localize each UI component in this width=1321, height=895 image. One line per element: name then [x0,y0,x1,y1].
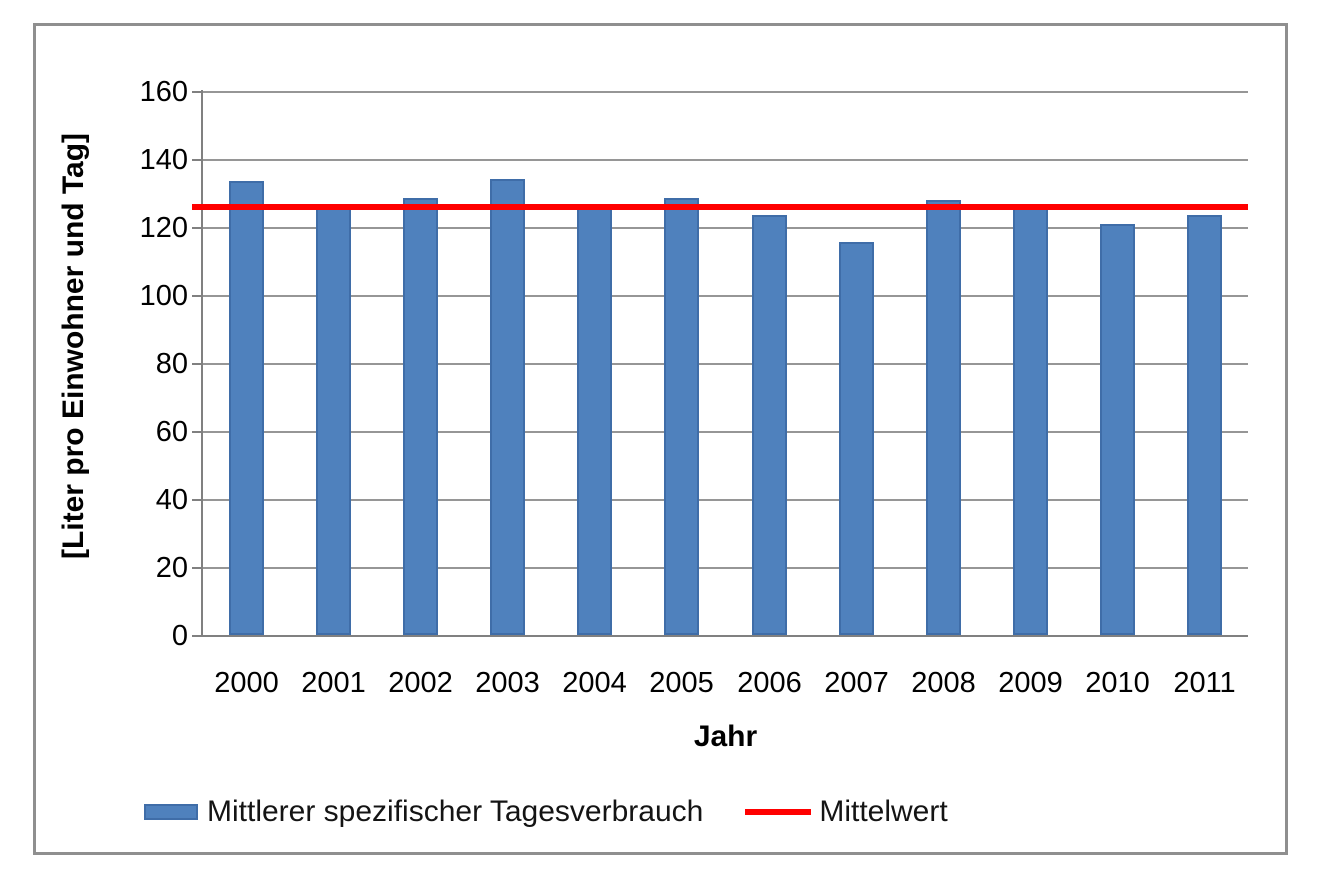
gridline [203,499,1248,501]
legend-line-label: Mittelwert [819,795,948,828]
bar-2007 [839,242,874,635]
y-axis-tick [192,91,201,93]
x-tick-label: 2005 [649,667,714,699]
y-axis-tick [192,431,201,433]
gridline [203,567,1248,569]
bar-2000 [229,181,264,635]
y-axis-tick [192,567,201,569]
x-axis-title: Jahr [693,720,758,753]
y-tick-label: 60 [155,416,188,448]
gridline [203,159,1248,161]
y-tick-label: 120 [139,212,188,244]
x-tick-label: 2003 [475,667,540,699]
gridline [203,431,1248,433]
x-tick-label: 2007 [824,667,889,699]
y-axis-tick [192,159,201,161]
x-tick-label: 2010 [1085,667,1150,699]
bar-2011 [1187,215,1222,635]
legend-bar-swatch-icon [144,804,198,820]
plot-area: 0 20 40 60 80 100 120 140 160 2000 2001 2002 2003 200… [36,26,1285,852]
gridline [203,227,1248,229]
bar-2010 [1100,224,1135,635]
x-tick-label: 2009 [998,667,1063,699]
y-tick-label: 20 [155,552,188,584]
y-axis-tick [192,635,201,637]
y-axis-tick [192,499,201,501]
gridline [203,363,1248,365]
bar-2001 [316,208,351,635]
y-tick-label: 140 [139,144,188,176]
y-axis-tick [192,227,201,229]
bar-2004 [577,208,612,635]
y-axis-tick [192,295,201,297]
y-tick-label: 80 [155,348,188,380]
x-tick-label: 2004 [562,667,627,699]
y-axis-line [201,90,203,637]
x-tick-label: 2006 [737,667,802,699]
y-axis-tick [192,363,201,365]
legend: Mittlerer spezifischer Tagesverbrauch Mi… [144,790,948,834]
bar-2009 [1013,208,1048,635]
y-tick-label: 40 [155,484,188,516]
bar-2006 [752,215,787,635]
y-tick-label: 0 [171,620,188,652]
legend-line-swatch-icon [745,809,812,815]
x-tick-label: 2008 [911,667,976,699]
bar-2002 [403,198,438,635]
x-tick-label: 2001 [301,667,366,699]
x-axis-line [201,635,1248,637]
bar-2005 [664,198,699,635]
y-tick-label: 160 [139,76,188,108]
gridline [203,91,1248,93]
mean-line [192,204,1248,210]
bar-2008 [926,200,961,635]
x-tick-label: 2002 [388,667,453,699]
chart-frame: [Liter pro Einwohner und Tag] 0 20 40 60 80 1… [33,23,1288,855]
bar-2003 [490,179,525,635]
x-tick-label: 2011 [1173,667,1236,699]
x-tick-label: 2000 [214,667,279,699]
legend-bar-label: Mittlerer spezifischer Tagesverbrauch [207,795,704,828]
y-tick-label: 100 [139,280,188,312]
gridline [203,295,1248,297]
